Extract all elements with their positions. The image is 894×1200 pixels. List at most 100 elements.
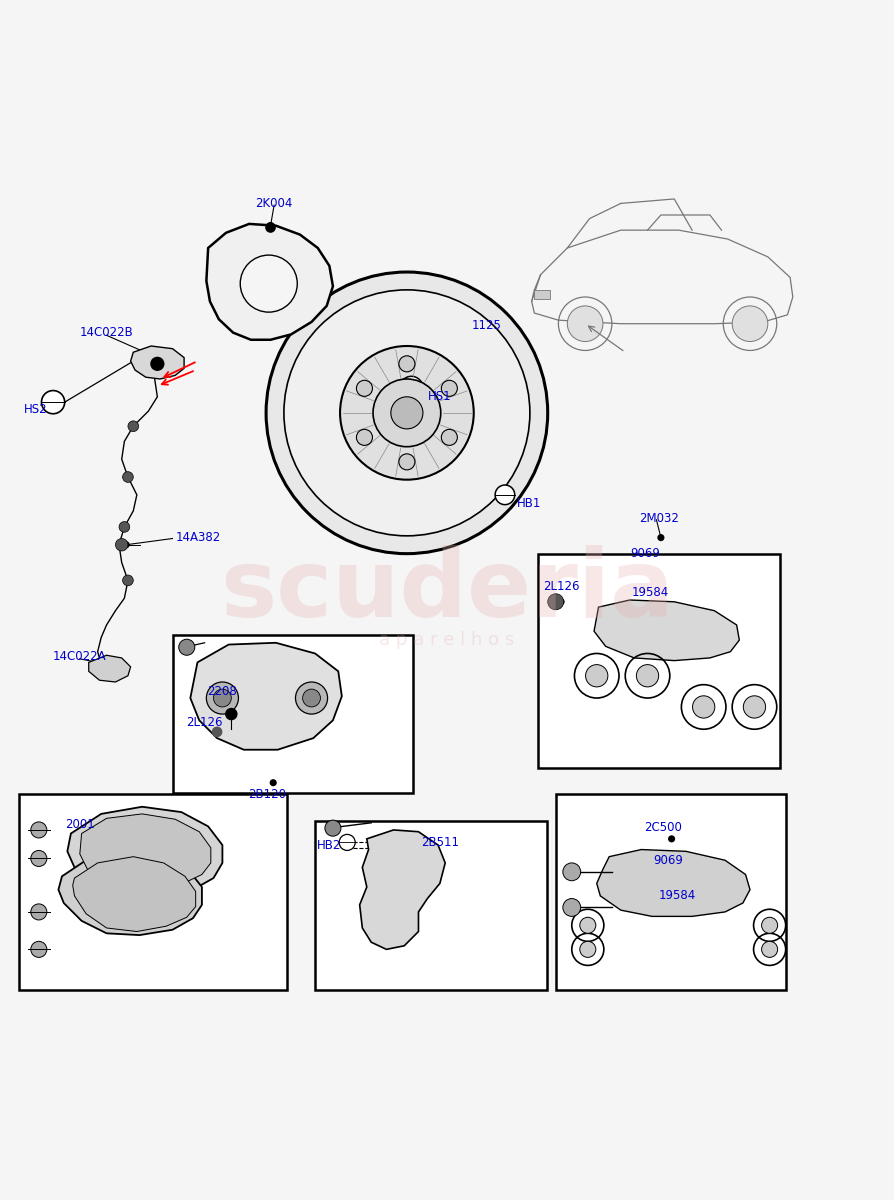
Circle shape — [30, 941, 46, 958]
Polygon shape — [207, 224, 333, 340]
Circle shape — [399, 454, 415, 470]
Circle shape — [212, 726, 223, 737]
Circle shape — [228, 703, 235, 710]
Circle shape — [284, 290, 530, 536]
Circle shape — [150, 356, 164, 371]
Text: 2K004: 2K004 — [256, 197, 293, 210]
Circle shape — [442, 430, 458, 445]
Circle shape — [267, 222, 274, 229]
Text: 9069: 9069 — [630, 547, 660, 560]
Bar — [19, 794, 287, 990]
Circle shape — [657, 534, 664, 541]
Circle shape — [148, 352, 155, 359]
Circle shape — [399, 356, 415, 372]
Polygon shape — [594, 600, 739, 661]
Circle shape — [391, 397, 423, 428]
Text: 14A382: 14A382 — [175, 532, 221, 544]
Circle shape — [548, 594, 564, 610]
Circle shape — [409, 385, 417, 392]
Text: a p a r e l h o s: a p a r e l h o s — [379, 631, 515, 649]
Text: HB1: HB1 — [517, 497, 541, 510]
Polygon shape — [58, 851, 202, 935]
Circle shape — [563, 899, 581, 917]
Text: 2001: 2001 — [65, 818, 95, 832]
Text: HS2: HS2 — [23, 403, 47, 415]
Circle shape — [207, 682, 239, 714]
Circle shape — [266, 272, 548, 553]
Polygon shape — [72, 857, 196, 931]
Circle shape — [563, 863, 581, 881]
Circle shape — [240, 256, 298, 312]
Circle shape — [762, 917, 778, 934]
Circle shape — [586, 665, 608, 686]
Text: 19584: 19584 — [631, 587, 669, 599]
Text: 2B511: 2B511 — [421, 836, 459, 848]
Circle shape — [502, 491, 509, 498]
Text: 1125: 1125 — [472, 319, 502, 332]
Circle shape — [743, 696, 765, 718]
Circle shape — [303, 689, 320, 707]
Circle shape — [100, 823, 107, 830]
Circle shape — [103, 661, 110, 667]
Circle shape — [339, 834, 355, 851]
Circle shape — [270, 779, 277, 786]
Circle shape — [558, 599, 565, 605]
Polygon shape — [67, 806, 223, 896]
Polygon shape — [359, 830, 445, 949]
Text: 2C500: 2C500 — [644, 821, 681, 834]
Circle shape — [580, 917, 595, 934]
Circle shape — [128, 421, 139, 432]
Circle shape — [442, 380, 458, 396]
Bar — [173, 635, 413, 793]
Circle shape — [580, 941, 595, 958]
Text: 19584: 19584 — [658, 889, 696, 902]
Circle shape — [214, 728, 221, 736]
Circle shape — [122, 541, 130, 548]
Circle shape — [495, 485, 515, 505]
Circle shape — [417, 864, 424, 871]
Circle shape — [296, 682, 327, 714]
Circle shape — [568, 306, 603, 342]
Circle shape — [41, 390, 64, 414]
Circle shape — [225, 708, 238, 720]
Text: scuderia: scuderia — [220, 545, 674, 637]
Circle shape — [400, 377, 423, 400]
Text: 2B120: 2B120 — [248, 787, 286, 800]
Circle shape — [30, 851, 46, 866]
Bar — [315, 821, 547, 990]
Circle shape — [214, 689, 232, 707]
Circle shape — [122, 575, 133, 586]
Text: 14C022B: 14C022B — [80, 326, 133, 340]
Circle shape — [637, 665, 659, 686]
Bar — [538, 553, 780, 768]
Text: 2L126: 2L126 — [186, 716, 223, 730]
Circle shape — [57, 398, 64, 406]
Circle shape — [30, 822, 46, 838]
Polygon shape — [80, 814, 211, 890]
Circle shape — [693, 696, 715, 718]
Circle shape — [357, 430, 373, 445]
Circle shape — [461, 338, 468, 346]
Text: 14C022A: 14C022A — [53, 649, 106, 662]
Circle shape — [762, 941, 778, 958]
Text: 2M032: 2M032 — [639, 511, 679, 524]
Circle shape — [30, 904, 46, 920]
Circle shape — [373, 379, 441, 446]
Bar — [535, 290, 551, 299]
Text: 2L126: 2L126 — [543, 580, 579, 593]
Text: HB2: HB2 — [317, 839, 342, 852]
Text: 2208: 2208 — [207, 685, 237, 698]
Circle shape — [732, 306, 768, 342]
Text: 9069: 9069 — [654, 853, 683, 866]
Circle shape — [115, 539, 128, 551]
Text: HS1: HS1 — [427, 390, 451, 403]
Circle shape — [357, 380, 373, 396]
Polygon shape — [89, 655, 131, 682]
Circle shape — [325, 820, 341, 836]
Bar — [556, 794, 786, 990]
Circle shape — [179, 640, 195, 655]
Polygon shape — [190, 643, 342, 750]
Circle shape — [266, 222, 276, 233]
Circle shape — [119, 522, 130, 533]
Circle shape — [340, 346, 474, 480]
